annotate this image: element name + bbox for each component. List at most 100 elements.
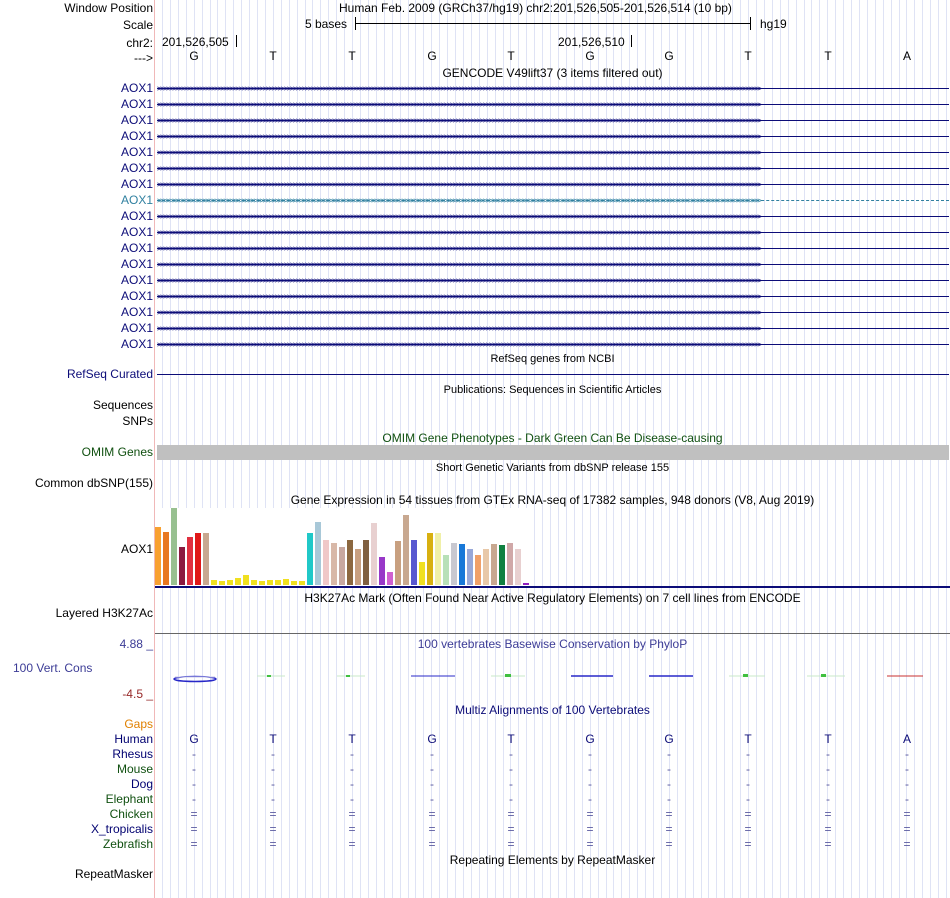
- gtex-tissue-bar[interactable]: [475, 555, 481, 585]
- gtex-tissue-bar[interactable]: [171, 508, 177, 585]
- multiz-species-label[interactable]: X_tropicalis: [90, 822, 153, 836]
- multiz-species-label[interactable]: Mouse: [116, 762, 153, 776]
- gtex-tissue-bar[interactable]: [363, 540, 369, 585]
- gencode-transcript-line[interactable]: [157, 200, 949, 201]
- gencode-transcript-label[interactable]: AOX1: [120, 257, 153, 271]
- gtex-tissue-bar[interactable]: [331, 543, 337, 585]
- gtex-tissue-bar[interactable]: [187, 537, 193, 585]
- gencode-transcript-line[interactable]: [157, 104, 949, 105]
- gtex-tissue-bar[interactable]: [291, 581, 297, 585]
- gtex-tissue-bar[interactable]: [411, 540, 417, 585]
- gtex-tissue-bar[interactable]: [227, 580, 233, 585]
- gtex-tissue-bar[interactable]: [243, 575, 249, 585]
- gencode-transcript-label[interactable]: AOX1: [120, 209, 153, 223]
- gencode-transcript-label[interactable]: AOX1: [120, 337, 153, 351]
- gtex-tissue-bar[interactable]: [323, 540, 329, 585]
- gtex-tissue-bar[interactable]: [443, 555, 449, 585]
- refseq-gene-line[interactable]: [157, 374, 949, 375]
- gtex-tissue-bar[interactable]: [275, 580, 281, 585]
- gencode-transcript-label[interactable]: AOX1: [120, 113, 153, 127]
- gencode-transcript-label[interactable]: AOX1: [120, 321, 153, 335]
- gencode-transcript-line[interactable]: [157, 280, 949, 281]
- multiz-species-label[interactable]: Dog: [130, 777, 153, 791]
- gtex-tissue-bar[interactable]: [459, 544, 465, 585]
- h3k27ac-label[interactable]: Layered H3K27Ac: [55, 606, 153, 620]
- gtex-tissue-bar[interactable]: [267, 580, 273, 585]
- gtex-tissue-bar[interactable]: [283, 579, 289, 585]
- gtex-tissue-bar[interactable]: [507, 543, 513, 585]
- gtex-tissue-bar[interactable]: [235, 578, 241, 585]
- gencode-transcript-label[interactable]: AOX1: [120, 97, 153, 111]
- gencode-transcript-line[interactable]: [157, 216, 949, 217]
- gtex-tissue-bar[interactable]: [435, 533, 441, 585]
- gencode-transcript-label[interactable]: AOX1: [120, 305, 153, 319]
- gtex-tissue-bar[interactable]: [211, 580, 217, 585]
- gencode-transcript-line[interactable]: [157, 168, 949, 169]
- gaps-label[interactable]: Gaps: [124, 717, 153, 731]
- gtex-tissue-bar[interactable]: [299, 581, 305, 585]
- gencode-transcript-label[interactable]: AOX1: [120, 145, 153, 159]
- conservation-plot[interactable]: [155, 668, 950, 686]
- gencode-transcript-label[interactable]: AOX1: [120, 81, 153, 95]
- gtex-tissue-bar[interactable]: [371, 523, 377, 585]
- publications-snps-label[interactable]: SNPs: [122, 414, 153, 428]
- gencode-transcript-line[interactable]: [157, 152, 949, 153]
- gtex-tissue-bar[interactable]: [219, 581, 225, 585]
- gencode-title[interactable]: GENCODE V49lift37 (3 items filtered out): [442, 66, 663, 80]
- gencode-transcript-label[interactable]: AOX1: [120, 177, 153, 191]
- gtex-tissue-bar[interactable]: [419, 562, 425, 585]
- gencode-transcript-label[interactable]: AOX1: [120, 241, 153, 255]
- gencode-transcript-line[interactable]: [157, 296, 949, 297]
- gtex-tissue-bar[interactable]: [347, 540, 353, 585]
- multiz-species-label[interactable]: Human: [114, 732, 153, 746]
- gencode-transcript-label[interactable]: AOX1: [120, 193, 153, 207]
- dbsnp-label[interactable]: Common dbSNP(155): [34, 476, 153, 490]
- gtex-tissue-bar[interactable]: [355, 549, 361, 585]
- gencode-transcript-label[interactable]: AOX1: [120, 161, 153, 175]
- gencode-transcript-line[interactable]: [157, 120, 949, 121]
- gtex-tissue-bar[interactable]: [387, 572, 393, 585]
- gtex-tissue-bar[interactable]: [307, 533, 313, 585]
- gtex-tissue-bar[interactable]: [195, 533, 201, 585]
- gtex-tissue-bar[interactable]: [163, 532, 169, 585]
- multiz-species-label[interactable]: Rhesus: [112, 747, 153, 761]
- gtex-tissue-bar[interactable]: [251, 580, 257, 585]
- conservation-label[interactable]: 100 Vert. Cons: [13, 661, 93, 675]
- gtex-tissue-bar[interactable]: [403, 515, 409, 585]
- gtex-tissue-bar[interactable]: [483, 549, 489, 585]
- omim-phenotype-bar[interactable]: [157, 445, 949, 460]
- gtex-tissue-bar[interactable]: [259, 581, 265, 585]
- publications-sequences-label[interactable]: Sequences: [92, 398, 153, 412]
- gencode-transcript-line[interactable]: [157, 264, 949, 265]
- gencode-transcript-label[interactable]: AOX1: [120, 129, 153, 143]
- gencode-transcript-label[interactable]: AOX1: [120, 289, 153, 303]
- gencode-transcript-line[interactable]: [157, 328, 949, 329]
- gencode-transcript-line[interactable]: [157, 312, 949, 313]
- gtex-tissue-bar[interactable]: [427, 533, 433, 585]
- gtex-tissue-bar[interactable]: [179, 547, 185, 585]
- gtex-tissue-bar[interactable]: [155, 527, 161, 585]
- gencode-transcript-line[interactable]: [157, 248, 949, 249]
- gencode-transcript-line[interactable]: [157, 88, 949, 89]
- gtex-tissue-bar[interactable]: [339, 547, 345, 585]
- multiz-species-label[interactable]: Elephant: [105, 792, 153, 806]
- omim-label[interactable]: OMIM Genes: [81, 445, 153, 459]
- gtex-tissue-bar[interactable]: [515, 549, 521, 585]
- gtex-tissue-bar[interactable]: [523, 583, 529, 585]
- gencode-transcript-label[interactable]: AOX1: [120, 225, 153, 239]
- gtex-tissue-bar[interactable]: [499, 545, 505, 585]
- gtex-tissue-bar[interactable]: [395, 541, 401, 585]
- gencode-transcript-label[interactable]: AOX1: [120, 273, 153, 287]
- gencode-transcript-line[interactable]: [157, 184, 949, 185]
- gencode-transcript-line[interactable]: [157, 232, 949, 233]
- gencode-transcript-line[interactable]: [157, 344, 949, 345]
- gtex-tissue-bar[interactable]: [491, 544, 497, 585]
- gtex-tissue-bar[interactable]: [203, 533, 209, 585]
- refseq-label[interactable]: RefSeq Curated: [66, 367, 153, 381]
- multiz-species-label[interactable]: Zebrafish: [102, 837, 153, 851]
- gtex-tissue-bar[interactable]: [467, 549, 473, 585]
- multiz-species-label[interactable]: Chicken: [109, 807, 153, 821]
- gtex-tissue-bar[interactable]: [315, 522, 321, 585]
- repeatmasker-label[interactable]: RepeatMasker: [74, 867, 153, 881]
- gencode-transcript-line[interactable]: [157, 136, 949, 137]
